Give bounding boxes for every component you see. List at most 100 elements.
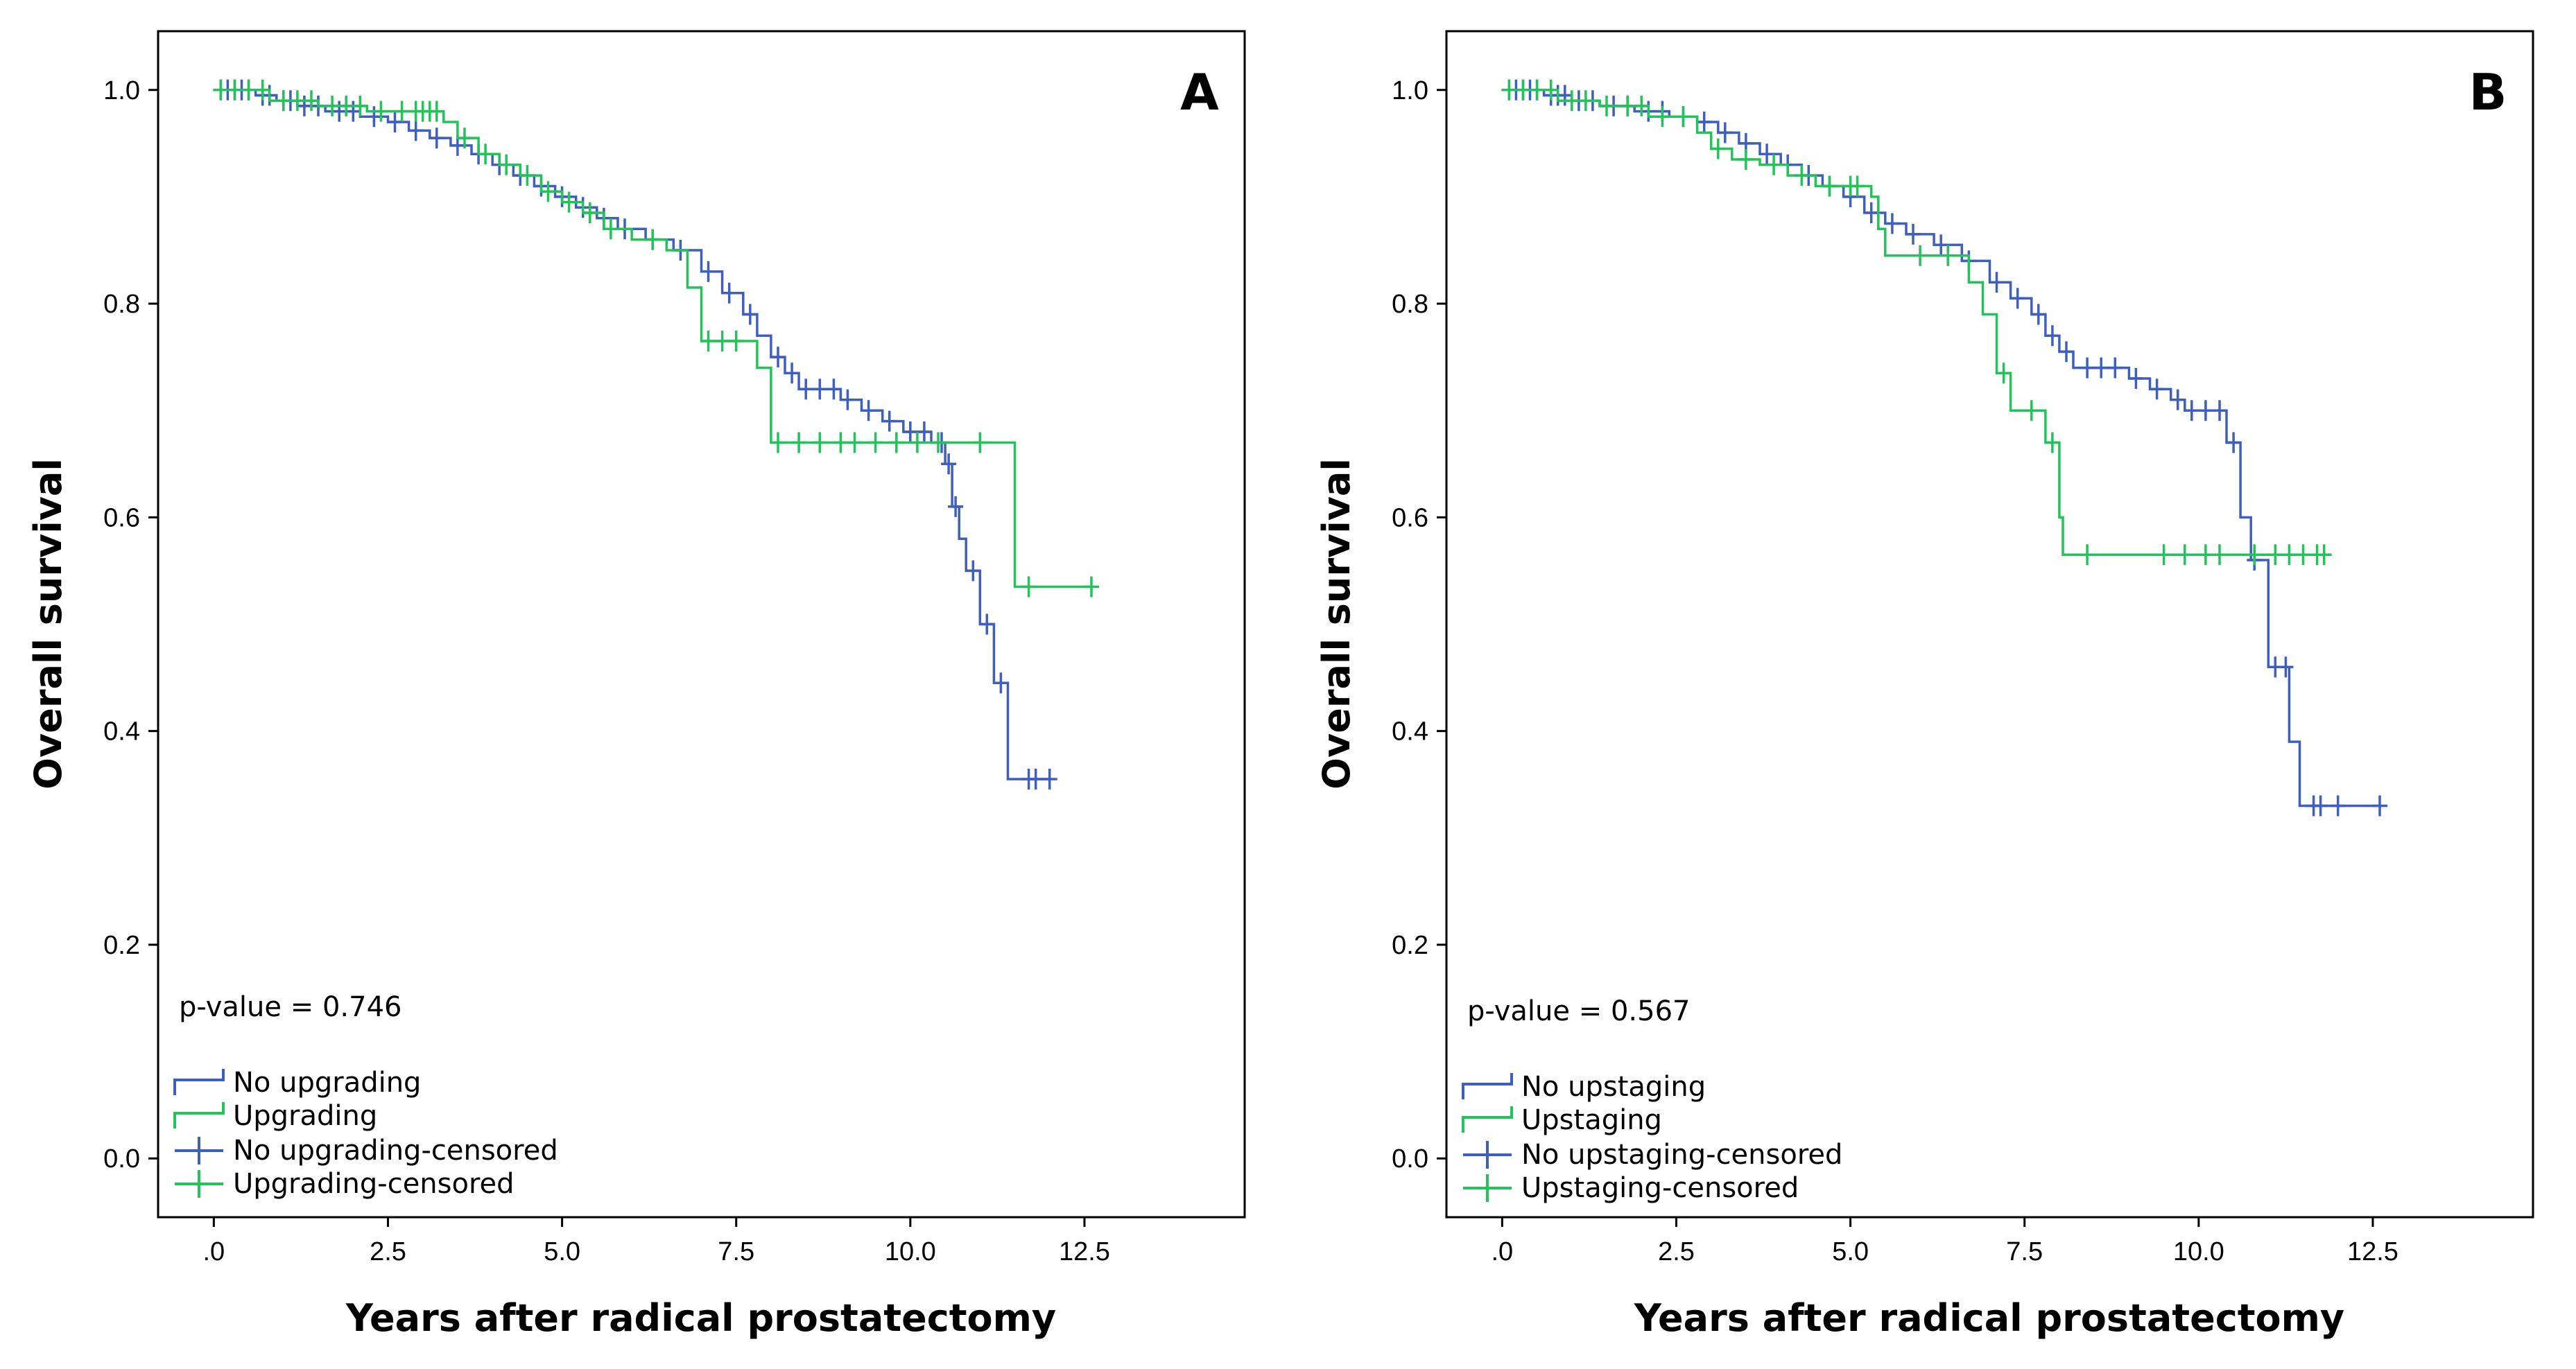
- censor-mark-upstaging: [1501, 79, 1517, 101]
- censor-mark-upstaging: [1912, 245, 1928, 266]
- censor-mark-no-upgrading: [742, 304, 758, 325]
- censor-mark-upgrading: [429, 101, 444, 122]
- censor-mark-upstaging: [2281, 544, 2297, 566]
- legend-swatch-no-upgrading-censored: [175, 1137, 223, 1165]
- censor-mark-upstaging: [1738, 149, 1754, 170]
- censor-mark-no-upstaging: [2149, 378, 2165, 400]
- censor-mark-no-upstaging: [2009, 288, 2025, 309]
- y-tick-label: 0.4: [103, 717, 140, 747]
- censor-mark-no-upgrading: [1041, 769, 1057, 790]
- legend-label-no-upstaging-censored: No upstaging-censored: [1521, 1139, 1842, 1171]
- censor-mark-upstaging: [2156, 544, 2172, 566]
- censor-mark-no-upgrading: [331, 101, 347, 122]
- censor-mark-no-upgrading: [979, 613, 995, 635]
- censor-mark-no-upgrading: [784, 363, 800, 384]
- censor-mark-upstaging: [2316, 544, 2332, 566]
- legend-label-upstaging: Upstaging: [1521, 1104, 1662, 1136]
- censor-mark-upgrading: [847, 432, 863, 453]
- censor-mark-no-upgrading: [387, 112, 403, 132]
- legend-label-upgrading-censored: Upgrading-censored: [233, 1168, 515, 1200]
- censor-mark-no-upgrading: [965, 560, 981, 582]
- censor-mark-upgrading: [867, 432, 883, 453]
- censor-mark-upgrading: [254, 79, 270, 101]
- censor-mark-upgrading: [457, 128, 472, 149]
- axis-ticks: .0 2.5 5.0 7.5 10.0 12.5 0.0 0.2 0.4 0.6 0.8 1.0: [1392, 76, 2398, 1266]
- legend-swatch-upstaging: [1462, 1106, 1513, 1133]
- censor-mark-no-upstaging: [2330, 795, 2346, 817]
- x-tick-label: 5.0: [544, 1237, 580, 1266]
- x-tick-label: 7.5: [718, 1237, 754, 1266]
- censor-mark-no-upgrading: [941, 453, 957, 475]
- censor-mark-upstaging: [2295, 544, 2311, 566]
- panel-label: A: [1180, 63, 1219, 121]
- p-value-annotation: p-value = 0.567: [1467, 995, 1690, 1027]
- y-tick-label: 0.6: [1392, 503, 1428, 532]
- axis-ticks: .0 2.5 5.0 7.5 10.0 12.5 0.0 0.2 0.4 0.6 0.8 1.0: [103, 76, 1110, 1266]
- y-tick-label: 0.0: [1392, 1144, 1428, 1174]
- censor-mark-no-upstaging: [2044, 325, 2060, 347]
- censor-mark-upstaging: [1766, 154, 1782, 175]
- censor-mark-no-upstaging: [2372, 795, 2387, 817]
- y-tick-label: 1.0: [103, 76, 140, 105]
- censor-mark-upstaging: [2247, 544, 2263, 566]
- censor-mark-no-upgrading: [902, 421, 918, 442]
- censor-mark-no-upstaging: [1863, 202, 1879, 223]
- censor-mark-upstaging: [1620, 95, 1636, 116]
- censor-mark-upstaging: [1940, 245, 1956, 266]
- x-tick-label: 12.5: [2347, 1237, 2398, 1266]
- censor-mark-no-upgrading: [296, 95, 312, 116]
- censor-mark-upstaging: [1849, 175, 1865, 197]
- censor-mark-no-upstaging: [2278, 656, 2294, 678]
- censor-mark-upgrading: [700, 331, 716, 351]
- censor-mark-upgrading: [582, 202, 598, 223]
- panel-a: .0 2.5 5.0 7.5 10.0 12.5 0.0 0.2 0.4 0.6 0.8 1.0 A …: [26, 30, 1246, 1340]
- censor-mark-upgrading: [304, 90, 319, 112]
- y-tick-label: 0.4: [1392, 717, 1428, 747]
- censor-mark-no-upstaging: [1989, 272, 2005, 293]
- legend-label-no-upgrading: No upgrading: [233, 1067, 421, 1099]
- legend-label-upstaging-censored: Upstaging-censored: [1521, 1172, 1799, 1204]
- censor-mark-no-upgrading: [993, 672, 1009, 694]
- survival-curves: [213, 79, 1099, 790]
- censor-mark-upgrading: [833, 432, 849, 453]
- x-tick-label: 2.5: [370, 1237, 406, 1266]
- censor-mark-upgrading: [770, 432, 786, 453]
- y-tick-label: 0.2: [1392, 931, 1428, 960]
- legend-swatch-upgrading-censored: [175, 1170, 223, 1198]
- censor-mark-upgrading: [478, 143, 494, 165]
- y-tick-label: 0.8: [1392, 290, 1428, 319]
- legend: No upgrading Upgrading No upgrading-cens…: [173, 1067, 558, 1200]
- y-tick-label: 0.0: [103, 1144, 140, 1174]
- censor-mark-no-upstaging: [2128, 368, 2144, 389]
- censor-mark-no-upstaging: [1905, 223, 1921, 245]
- censor-mark-upstaging: [2212, 544, 2227, 566]
- censor-mark-upstaging: [1634, 95, 1650, 116]
- censor-mark-no-upstaging: [2197, 400, 2213, 421]
- x-tick-label: .0: [1492, 1237, 1514, 1266]
- censor-mark-upstaging: [2023, 400, 2039, 421]
- censor-mark-upgrading: [394, 101, 410, 122]
- censor-mark-upstaging: [2080, 544, 2095, 566]
- legend-swatch-no-upstaging: [1462, 1073, 1513, 1099]
- censor-mark-upstaging: [1794, 165, 1810, 186]
- panel-label: B: [2469, 63, 2507, 121]
- censor-mark-upstaging: [1654, 106, 1670, 128]
- censor-mark-upstaging: [1577, 90, 1593, 112]
- censor-mark-no-upstaging: [1933, 234, 1949, 256]
- censor-mark-no-upstaging: [2107, 357, 2123, 378]
- legend-label-no-upgrading-censored: No upgrading-censored: [233, 1135, 558, 1167]
- censor-mark-no-upgrading: [812, 378, 828, 400]
- censor-mark-no-upstaging: [2313, 795, 2328, 817]
- censor-mark-upstaging: [2267, 544, 2283, 566]
- chart-a: .0 2.5 5.0 7.5 10.0 12.50.00.20.40.60.81.0 A …: [26, 30, 1246, 1340]
- censor-mark-no-upstaging: [1717, 122, 1733, 143]
- censor-mark-no-upstaging: [2093, 357, 2109, 378]
- censor-mark-no-upgrading: [916, 421, 932, 442]
- censor-mark-no-upstaging: [2059, 341, 2074, 363]
- censor-mark-upgrading: [645, 229, 661, 250]
- x-axis-label: Years after radical prostatectomy: [1634, 1296, 2344, 1340]
- censor-mark-upgrading: [812, 432, 828, 453]
- censor-mark-no-upgrading: [948, 496, 964, 517]
- legend-label-no-upstaging: No upstaging: [1521, 1071, 1706, 1103]
- censor-mark-upgrading: [325, 95, 340, 116]
